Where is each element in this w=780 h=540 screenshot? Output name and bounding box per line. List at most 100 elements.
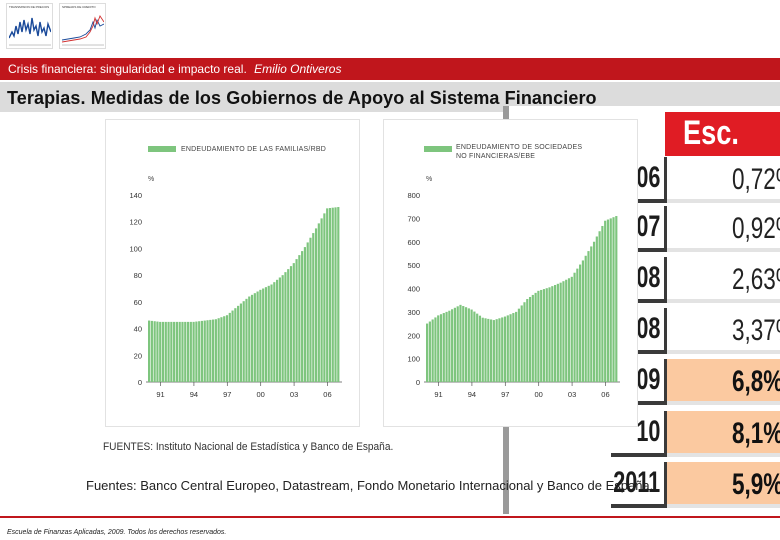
y-axis-unit: % — [426, 176, 432, 183]
bar-chart-companies: % 0 100 200 300 400 500 600 700 800 91 94 97 00 03 06 — [407, 176, 620, 399]
bar — [331, 207, 334, 382]
bar — [264, 287, 268, 382]
bar — [540, 289, 543, 382]
table-value: 0,92% — [732, 212, 780, 245]
bar — [567, 278, 571, 382]
y-tick-label: 800 — [407, 191, 420, 200]
bar — [445, 311, 448, 383]
bar — [198, 321, 201, 382]
x-tick-label: 00 — [257, 390, 265, 399]
table-value: 2,63% — [732, 263, 780, 296]
bar — [253, 293, 256, 382]
table-year: 09 — [635, 363, 660, 396]
y-tick-label: 140 — [129, 191, 142, 200]
thumbnail-title-2: SPREADS DE CREDITO — [62, 5, 96, 9]
table-year: 08 — [635, 261, 660, 294]
bar — [212, 319, 215, 382]
bar — [220, 317, 223, 382]
bar — [284, 272, 287, 382]
bar — [503, 316, 507, 382]
bar — [579, 264, 582, 382]
bar — [501, 317, 504, 382]
x-tick-label: 97 — [501, 390, 509, 399]
bar — [595, 236, 598, 382]
bar — [276, 279, 279, 382]
bar — [551, 286, 554, 382]
y-tick-label: 700 — [407, 214, 420, 223]
y-tick-label: 400 — [407, 285, 420, 294]
bar — [570, 276, 573, 382]
bar — [490, 319, 493, 382]
x-tick-label: 03 — [568, 390, 576, 399]
bar — [523, 302, 526, 382]
y-tick-label: 80 — [134, 271, 142, 280]
bar — [320, 218, 323, 383]
bar — [520, 305, 523, 382]
bar — [309, 237, 312, 382]
bar — [184, 321, 187, 382]
table-value-cell: 8,1% — [667, 411, 780, 457]
bar — [186, 321, 190, 382]
bar — [428, 321, 431, 382]
table-year: 07 — [635, 210, 660, 243]
thumbnail-chart-1: TRANSMISION DE PRECIOS — [6, 3, 53, 49]
bar — [217, 318, 220, 382]
table-year: 10 — [635, 415, 660, 448]
bar — [239, 303, 243, 382]
bar — [592, 241, 596, 382]
bar — [295, 259, 298, 382]
bar — [453, 307, 457, 382]
title-band: Terapias. Medidas de los Gobiernos de Ap… — [0, 82, 780, 112]
bar — [214, 319, 217, 382]
bar — [459, 304, 462, 382]
y-tick-label: 60 — [134, 298, 142, 307]
table-value-cell: 2,63% — [667, 257, 780, 303]
bar — [464, 307, 468, 382]
bar — [495, 319, 498, 382]
bar — [545, 288, 548, 382]
bar — [559, 282, 562, 382]
x-tick-label: 97 — [223, 390, 231, 399]
y-tick-label: 120 — [129, 218, 142, 227]
table-value: 0,72% — [732, 163, 780, 196]
table-year-cell: 2011 — [611, 462, 667, 508]
bar — [256, 291, 259, 382]
table-year: 08 — [635, 312, 660, 345]
thumbnail-chart-2: SPREADS DE CREDITO — [59, 3, 106, 49]
bar — [267, 285, 270, 382]
bar — [298, 255, 301, 382]
bar — [237, 305, 240, 382]
bar — [615, 216, 618, 382]
bar — [512, 313, 515, 382]
bar — [326, 208, 329, 382]
bar — [281, 275, 284, 382]
bar — [515, 311, 518, 383]
bar — [576, 268, 579, 382]
bar — [476, 313, 479, 382]
bar — [509, 314, 512, 382]
bar — [484, 318, 487, 382]
y-tick-label: 300 — [407, 308, 420, 317]
bar — [323, 213, 326, 382]
bar — [451, 309, 454, 382]
bar — [492, 320, 495, 382]
bar — [203, 320, 206, 382]
bar — [481, 317, 484, 382]
bar — [542, 289, 546, 382]
bar — [228, 312, 231, 382]
y-tick-label: 20 — [134, 351, 142, 360]
bar — [248, 296, 251, 382]
bar — [601, 225, 604, 382]
legend-label-companies: ENDEUDAMIENTO DE SOCIEDADES NO FINANCIER… — [456, 144, 583, 160]
bar — [531, 294, 534, 382]
x-tick-label: 06 — [323, 390, 331, 399]
table-year: 2011 — [613, 466, 660, 499]
table-header-label: Esc. Ce — [683, 114, 739, 191]
table-value: 5,9% — [732, 468, 780, 501]
author-name: Emilio Ontiveros — [254, 62, 342, 76]
bar — [206, 320, 209, 382]
y-tick-label: 500 — [407, 261, 420, 270]
bar — [195, 321, 198, 382]
chart-households: ENDEUDAMIENTO DE LAS FAMILIAS/RBD % 0 20 40… — [105, 119, 360, 427]
bar — [262, 288, 265, 382]
